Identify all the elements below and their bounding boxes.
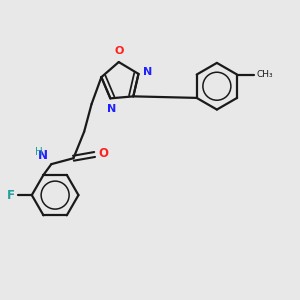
Text: H: H (35, 147, 43, 157)
Text: O: O (98, 147, 108, 161)
Text: N: N (107, 104, 116, 114)
Text: N: N (38, 149, 48, 162)
Text: CH₃: CH₃ (257, 70, 273, 79)
Text: N: N (143, 67, 153, 77)
Text: F: F (7, 189, 15, 202)
Text: O: O (114, 46, 123, 56)
